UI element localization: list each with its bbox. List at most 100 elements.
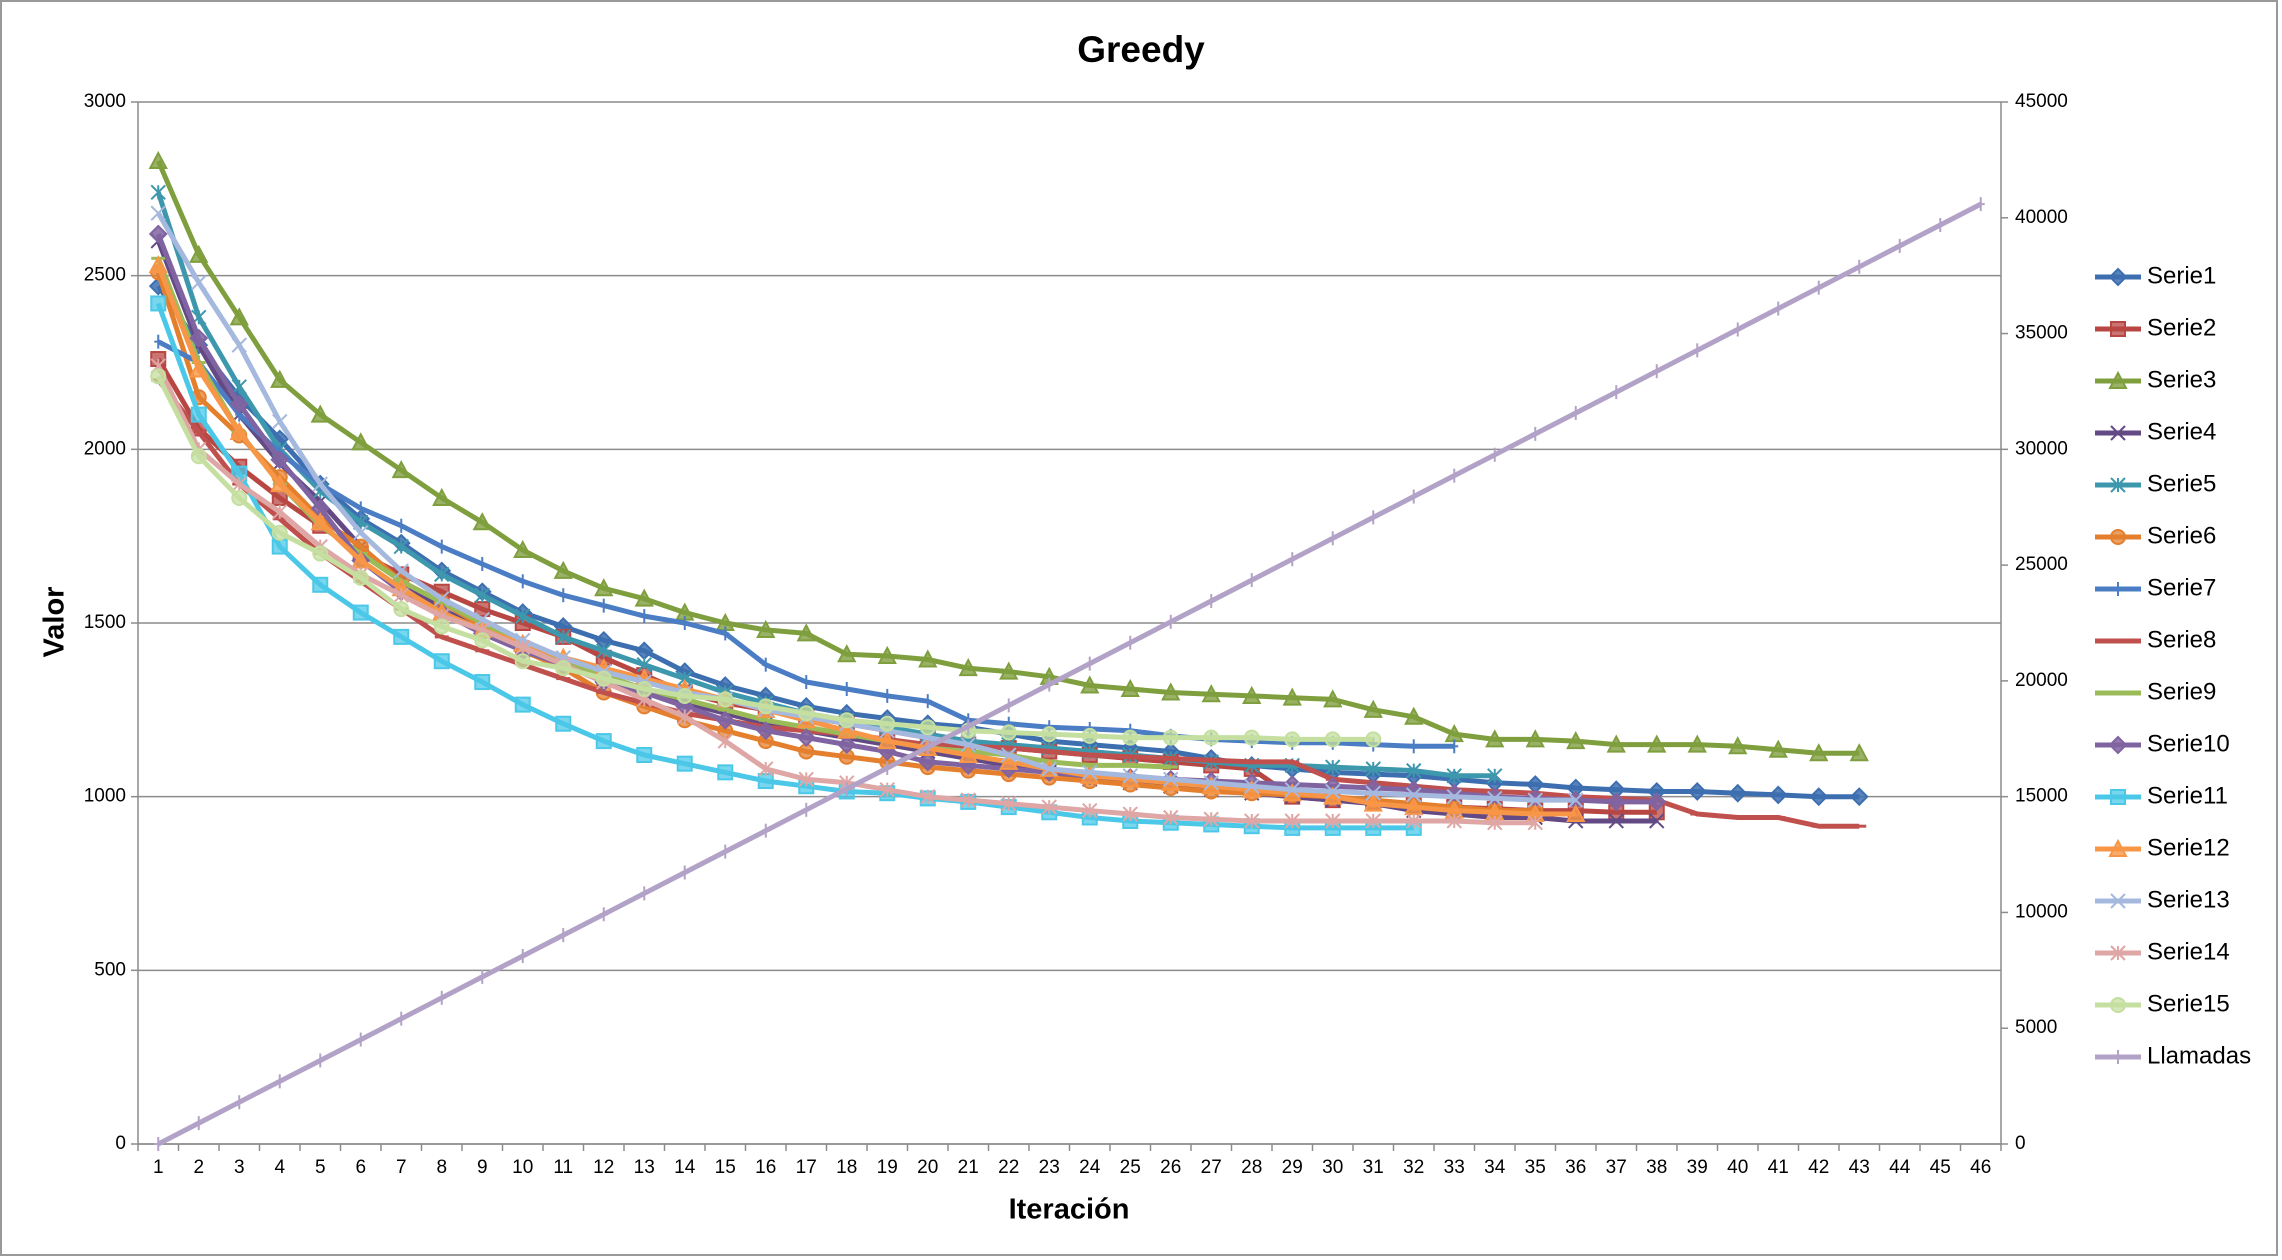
marker (272, 504, 288, 520)
x-tick-label: 7 (396, 1157, 407, 1178)
marker (594, 578, 614, 597)
marker (2108, 735, 2128, 755)
y-tick-label: 3000 (84, 91, 126, 112)
marker-part (231, 489, 248, 506)
marker (513, 539, 533, 559)
marker (1809, 743, 1829, 762)
marker (1081, 727, 1098, 744)
marker (150, 368, 167, 385)
marker (2110, 893, 2126, 909)
marker (2110, 321, 2126, 337)
marker-part (312, 476, 328, 492)
marker-part (270, 369, 290, 388)
marker (1728, 783, 1748, 803)
marker-part (1647, 792, 1667, 812)
marker-part (1161, 682, 1181, 701)
marker-part (555, 715, 572, 732)
x-tick-label: 22 (998, 1157, 1019, 1178)
marker (761, 823, 770, 838)
x-tick-label: 10 (512, 1157, 533, 1178)
marker (555, 629, 571, 645)
marker (837, 644, 857, 663)
marker-part (1687, 734, 1707, 753)
y2-tick-label: 25000 (2015, 554, 2068, 575)
x-tick-label: 9 (477, 1157, 488, 1178)
marker-part (1162, 729, 1179, 746)
x-tick-label: 20 (917, 1157, 938, 1178)
marker (918, 752, 938, 772)
marker (393, 563, 409, 579)
marker-part (1446, 788, 1462, 805)
x-tick-label: 18 (836, 1157, 857, 1178)
marker (393, 601, 410, 618)
x-tick-label: 40 (1727, 1157, 1748, 1178)
x-tick-label: 45 (1930, 1157, 1951, 1178)
marker-part (2110, 997, 2126, 1013)
marker-part (1406, 787, 1422, 803)
marker (518, 574, 527, 589)
x-tick-label: 42 (1808, 1157, 1829, 1178)
x-tick-label: 39 (1687, 1157, 1708, 1178)
marker (1895, 238, 1904, 253)
marker (433, 653, 450, 670)
marker (310, 512, 330, 531)
marker (1409, 489, 1418, 504)
x-tick-label: 17 (796, 1157, 817, 1178)
marker-part (1203, 729, 1220, 746)
marker-part (1485, 729, 1505, 748)
marker-part (715, 710, 735, 730)
marker (680, 865, 689, 880)
x-tick-label: 31 (1363, 1157, 1384, 1178)
marker (1324, 731, 1341, 748)
marker (1976, 197, 1985, 212)
marker (1244, 778, 1260, 794)
marker (883, 761, 892, 776)
legend-label: Serie1 (2147, 262, 2216, 289)
marker (1849, 787, 1869, 807)
marker-part (312, 576, 329, 593)
marker (964, 719, 973, 734)
marker-part (1284, 731, 1301, 748)
marker-part (270, 450, 290, 470)
x-tick-label: 12 (593, 1157, 614, 1178)
marker (1284, 813, 1300, 829)
marker (918, 649, 938, 668)
marker (148, 224, 168, 244)
marker-part (271, 524, 288, 541)
marker-part (636, 746, 653, 763)
marker-part (432, 487, 452, 506)
marker (515, 608, 531, 624)
marker (312, 545, 329, 562)
marker (1485, 729, 1505, 748)
marker (1568, 792, 1584, 808)
legend-label: Serie5 (2147, 470, 2216, 497)
marker (1045, 677, 1054, 692)
marker (1693, 343, 1702, 358)
marker (676, 755, 693, 772)
marker (2110, 945, 2126, 961)
x-tick-label: 23 (1039, 1157, 1060, 1178)
marker (1608, 813, 1624, 829)
marker (1041, 761, 1057, 777)
marker-part (1363, 793, 1383, 812)
marker-part (229, 421, 249, 440)
marker (1163, 771, 1179, 788)
marker-part (877, 645, 897, 664)
marker-part (1768, 739, 1788, 758)
marker-part (999, 751, 1019, 770)
marker-part (999, 661, 1019, 680)
marker-part (393, 601, 410, 618)
marker (1365, 785, 1381, 801)
marker (757, 773, 774, 790)
marker-part (1203, 775, 1219, 791)
marker (231, 489, 248, 506)
marker-part (1122, 768, 1138, 784)
marker-part (1284, 782, 1300, 798)
marker-part (1001, 747, 1017, 763)
marker (634, 588, 654, 607)
marker (515, 639, 531, 656)
marker-part (393, 563, 409, 579)
y2-tick-label: 35000 (2015, 323, 2068, 344)
marker-part (1243, 729, 1260, 746)
